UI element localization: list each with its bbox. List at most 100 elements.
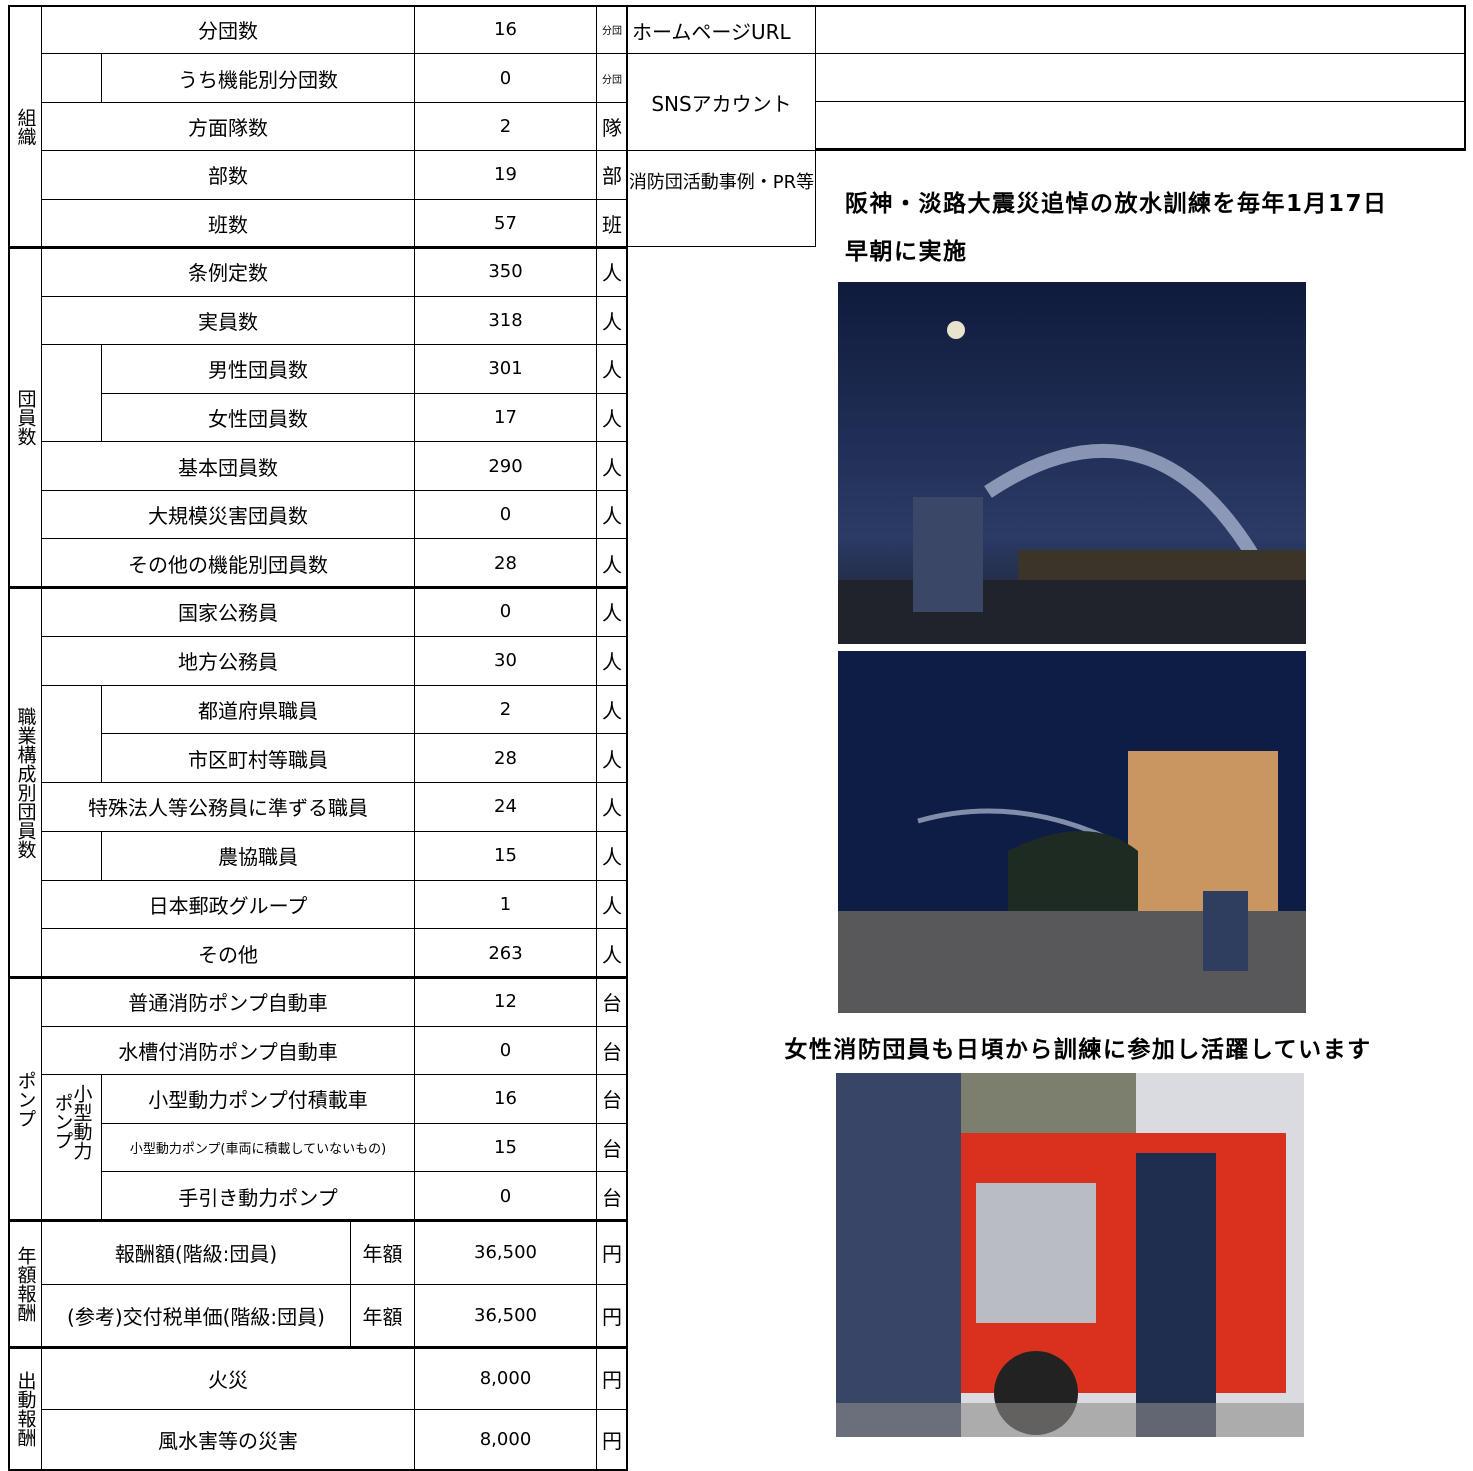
value: 318: [414, 296, 597, 346]
row-label: 火災: [41, 1347, 415, 1410]
unit: 人: [596, 393, 628, 443]
value: 350: [414, 247, 597, 297]
unit: 円: [596, 1347, 628, 1410]
row-label: (参考)交付税単価(階級:団員): [41, 1284, 351, 1349]
value: 16: [414, 1074, 597, 1124]
row-label: 風水害等の災害: [41, 1409, 415, 1471]
row-label: 特殊法人等公務員に準ずる職員: [41, 782, 415, 832]
unit: 台: [596, 1171, 628, 1221]
group-label: 団員数: [8, 247, 42, 588]
sns-label: SNSアカウント: [627, 53, 816, 151]
unit: 分団: [596, 5, 628, 54]
row-label: 地方公務員: [41, 636, 415, 686]
row-label: うち機能別分団数: [101, 53, 415, 102]
row-label: 小型動力ポンプ付積載車: [101, 1074, 415, 1124]
group-label: 組織: [8, 5, 42, 248]
photo: [838, 282, 1306, 644]
value: 8,000: [414, 1347, 597, 1410]
row-label: 国家公務員: [41, 587, 415, 637]
unit: 人: [596, 782, 628, 832]
group-label: 年額報酬: [8, 1220, 42, 1348]
value: 1: [414, 880, 597, 930]
homepage-label: ホームページURL: [627, 5, 816, 54]
row-label: その他: [41, 928, 415, 978]
unit: 人: [596, 831, 628, 881]
value: 28: [414, 733, 597, 783]
unit: 部: [596, 150, 628, 199]
unit: 円: [596, 1284, 628, 1349]
unit: 人: [596, 490, 628, 540]
photo: [838, 651, 1306, 1013]
row-label: 男性団員数: [101, 344, 415, 394]
unit: 隊: [596, 102, 628, 151]
unit: 台: [596, 1026, 628, 1076]
value: 17: [414, 393, 597, 443]
row-label: 水槽付消防ポンプ自動車: [41, 1026, 415, 1076]
value: 30: [414, 636, 597, 686]
row-label: 都道府県職員: [101, 685, 415, 735]
photo: [836, 1073, 1304, 1437]
row-label: 部数: [41, 150, 415, 199]
row-label: その他の機能別団員数: [41, 538, 415, 588]
unit: 円: [596, 1220, 628, 1285]
unit: 人: [596, 685, 628, 735]
row-label: 日本郵政グループ: [41, 880, 415, 930]
unit: 人: [596, 247, 628, 297]
value: 24: [414, 782, 597, 832]
row-label: 条例定数: [41, 247, 415, 297]
unit: 台: [596, 1123, 628, 1173]
row-label: 報酬額(階級:団員): [41, 1220, 351, 1285]
unit: 人: [596, 441, 628, 491]
unit: 人: [596, 636, 628, 686]
row-label: 普通消防ポンプ自動車: [41, 977, 415, 1027]
caption: 女性消防団員も日頃から訓練に参加し活躍しています: [740, 1030, 1416, 1064]
unit: 人: [596, 538, 628, 588]
sns-value: [815, 53, 1466, 102]
unit: 分団: [596, 53, 628, 102]
unit: 円: [596, 1409, 628, 1471]
group-label: 出動報酬: [8, 1347, 42, 1471]
row-label: 分団数: [41, 5, 415, 54]
unit: 人: [596, 733, 628, 783]
unit: 台: [596, 977, 628, 1027]
value: 12: [414, 977, 597, 1027]
row-label: 班数: [41, 199, 415, 248]
row-label: 女性団員数: [101, 393, 415, 443]
value: 15: [414, 831, 597, 881]
subgroup-cell: [41, 1074, 102, 1221]
value: 19: [414, 150, 597, 199]
pr-label: 消防団活動事例・PR等: [627, 150, 816, 247]
value: 263: [414, 928, 597, 978]
homepage-value: [815, 5, 1466, 54]
unit: 人: [596, 928, 628, 978]
row-label: 大規模災害団員数: [41, 490, 415, 540]
value: 8,000: [414, 1409, 597, 1471]
unit: 台: [596, 1074, 628, 1124]
value: 36,500: [414, 1284, 597, 1349]
value: 57: [414, 199, 597, 248]
value: 2: [414, 102, 597, 151]
group-label: ポンプ: [8, 977, 42, 1221]
row-label: 手引き動力ポンプ: [101, 1171, 415, 1221]
value: 28: [414, 538, 597, 588]
headline: 阪神・淡路大震災追悼の放水訓練を毎年1月17日早朝に実施: [845, 180, 1390, 276]
basis: 年額: [350, 1284, 415, 1349]
value: 16: [414, 5, 597, 54]
value: 2: [414, 685, 597, 735]
value: 0: [414, 1026, 597, 1076]
value: 0: [414, 490, 597, 540]
unit: 人: [596, 587, 628, 637]
value: 0: [414, 587, 597, 637]
value: 301: [414, 344, 597, 394]
row-label: 農協職員: [101, 831, 415, 881]
row-label: 市区町村等職員: [101, 733, 415, 783]
unit: 班: [596, 199, 628, 248]
value: 36,500: [414, 1220, 597, 1285]
unit: 人: [596, 344, 628, 394]
row-label: 実員数: [41, 296, 415, 346]
sns-value: [815, 101, 1466, 151]
value: 0: [414, 53, 597, 102]
row-label: 基本団員数: [41, 441, 415, 491]
value: 15: [414, 1123, 597, 1173]
